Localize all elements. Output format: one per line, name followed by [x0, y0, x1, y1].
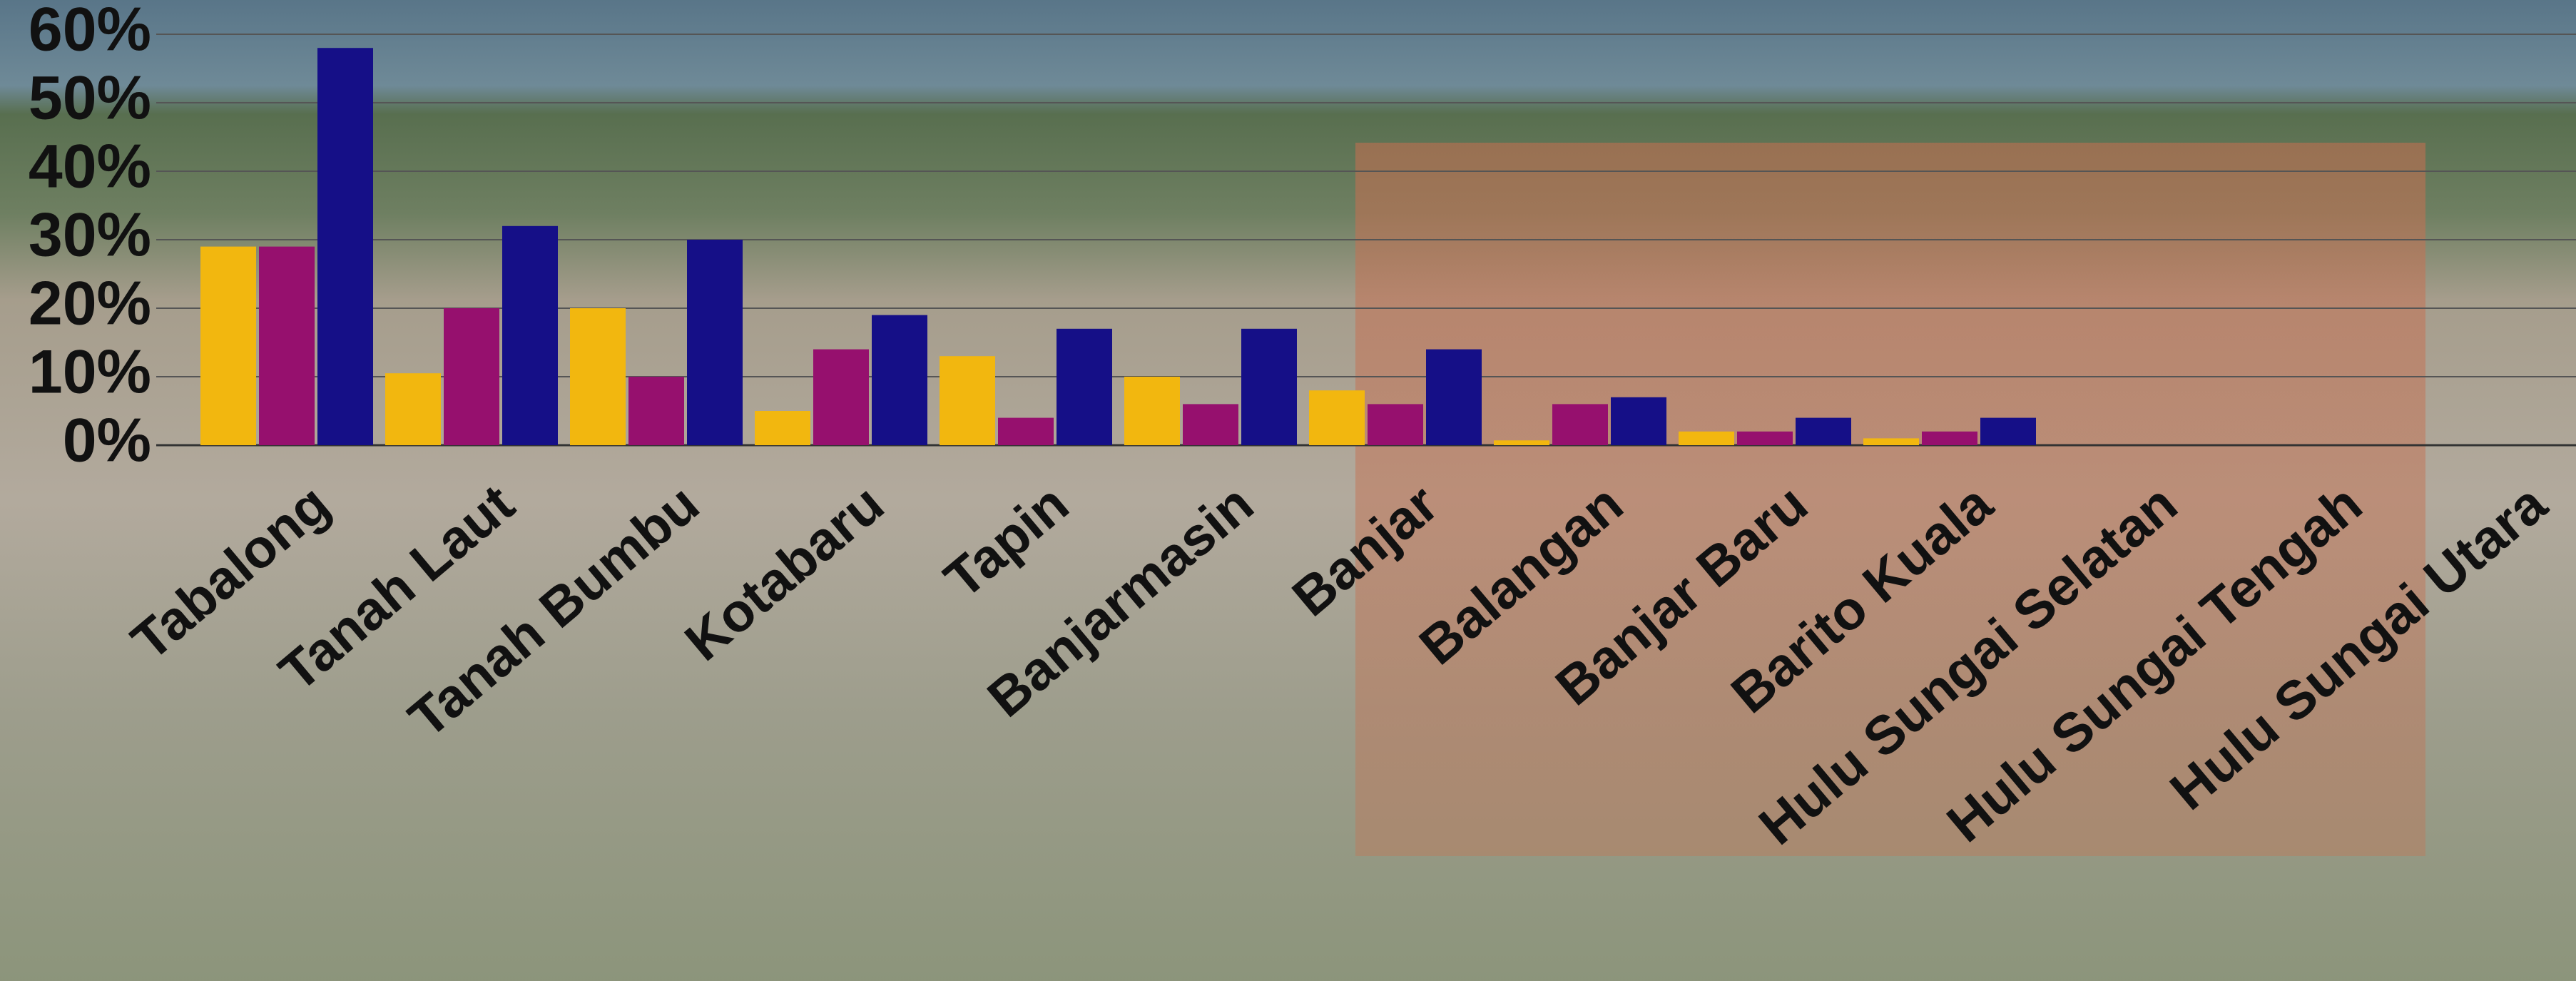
bar — [570, 308, 626, 445]
bar — [1241, 328, 1297, 445]
x-tick-label: Banjar — [1281, 473, 1450, 628]
bar — [1552, 404, 1608, 445]
bar — [687, 240, 743, 445]
bar — [872, 315, 927, 445]
bar — [755, 411, 810, 445]
bar — [317, 48, 373, 445]
bar — [1368, 404, 1423, 445]
y-tick-label: 20% — [29, 270, 151, 338]
bar — [259, 246, 315, 445]
bar — [1980, 417, 2036, 445]
bar — [1611, 397, 1666, 445]
y-tick-label: 10% — [29, 338, 151, 407]
bar — [1737, 431, 1793, 445]
bar — [1183, 404, 1238, 445]
bar — [200, 246, 256, 445]
y-tick-label: 50% — [29, 64, 151, 133]
bar — [502, 225, 558, 445]
bar — [1309, 390, 1365, 445]
bar — [1494, 440, 1549, 445]
bar — [1426, 349, 1482, 445]
y-tick-label: 40% — [29, 133, 151, 201]
y-tick-label: 60% — [29, 0, 151, 64]
bar — [1124, 377, 1180, 445]
bar — [1922, 431, 1977, 445]
bar — [1863, 438, 1919, 445]
bar — [1679, 431, 1734, 445]
bar — [940, 356, 995, 445]
bar — [998, 417, 1054, 445]
x-tick-label: Tapin — [933, 473, 1080, 610]
x-tick-label: Kotabaru — [674, 473, 895, 673]
bar — [385, 373, 441, 445]
bar — [1057, 328, 1112, 445]
bar — [628, 377, 684, 445]
bar — [444, 308, 499, 445]
y-tick-label: 0% — [63, 407, 151, 475]
bar — [813, 349, 869, 445]
y-tick-label: 30% — [29, 201, 151, 270]
bar — [1796, 417, 1851, 445]
